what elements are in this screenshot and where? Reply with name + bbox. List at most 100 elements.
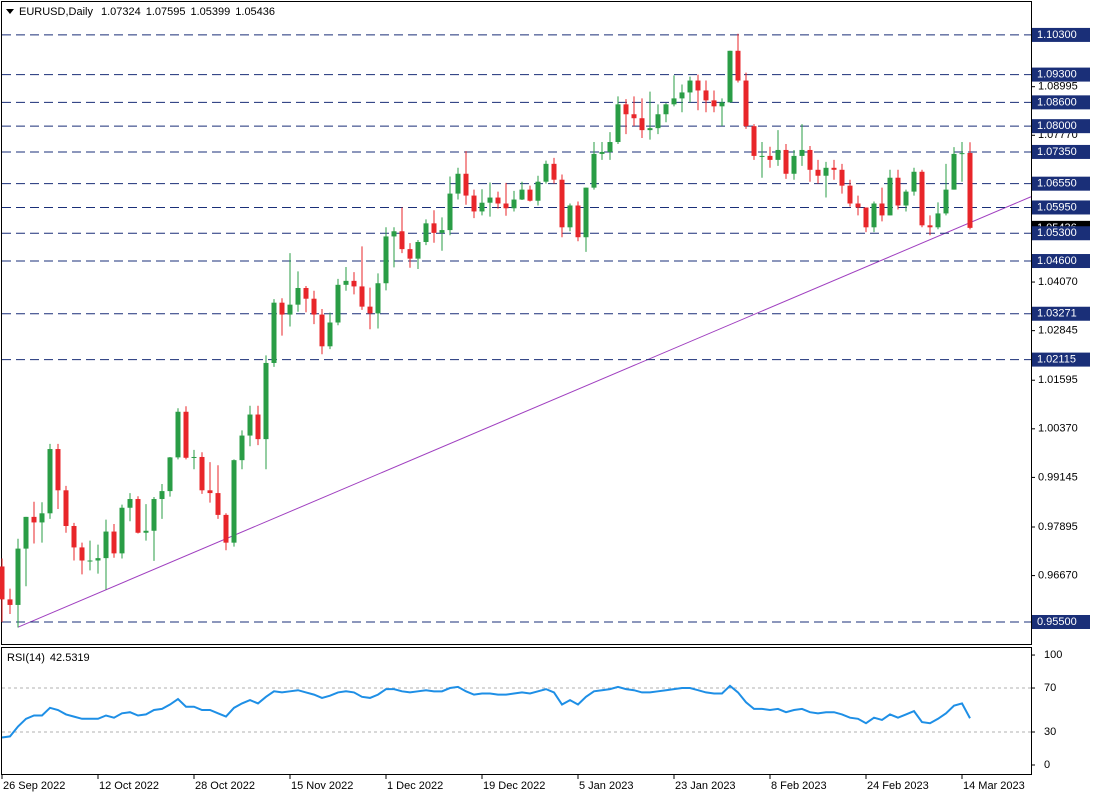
candle-body bbox=[911, 171, 917, 192]
candle-body bbox=[215, 493, 221, 515]
candle-body bbox=[535, 181, 541, 201]
level-label: 1.08600 bbox=[1037, 96, 1077, 108]
candle-body bbox=[119, 507, 125, 554]
candle-body bbox=[55, 449, 61, 491]
candle-body bbox=[519, 189, 525, 200]
candle-body bbox=[767, 155, 773, 160]
rsi-pane bbox=[1, 647, 1032, 775]
candle-body bbox=[447, 193, 453, 231]
candle-body bbox=[151, 499, 157, 531]
candle-body bbox=[807, 149, 813, 170]
candle-body bbox=[503, 203, 509, 209]
y-tick-label: 1.00370 bbox=[1038, 423, 1078, 435]
y-tick-label: 100 bbox=[1044, 649, 1062, 661]
last-close: 1.05436 bbox=[235, 6, 275, 18]
rsi-title: RSI(14) bbox=[7, 652, 45, 664]
candle-body bbox=[751, 126, 757, 156]
candle-body bbox=[327, 322, 333, 347]
x-tick-label: 14 Mar 2023 bbox=[963, 780, 1025, 792]
last-low: 1.05399 bbox=[191, 6, 231, 18]
y-tick-label: 0.99145 bbox=[1038, 471, 1078, 483]
candle-body bbox=[279, 302, 285, 315]
candle-body bbox=[7, 599, 13, 605]
candle-body bbox=[175, 411, 181, 458]
candle-body bbox=[583, 187, 589, 238]
candle-body bbox=[247, 414, 253, 436]
candle-body bbox=[567, 205, 573, 228]
candle-body bbox=[415, 241, 421, 259]
candle-body bbox=[487, 197, 493, 203]
candle-body bbox=[575, 205, 581, 238]
candle-body bbox=[23, 516, 29, 549]
candle-body bbox=[111, 531, 117, 554]
candle-body bbox=[655, 114, 661, 129]
candle-body bbox=[647, 128, 653, 131]
candle-body bbox=[311, 298, 317, 315]
y-tick-label: 0.97895 bbox=[1038, 521, 1078, 533]
candle-body bbox=[543, 163, 549, 182]
candle-body bbox=[871, 203, 877, 228]
candle-body bbox=[839, 169, 845, 186]
candle-body bbox=[79, 547, 85, 561]
level-label-box bbox=[1032, 200, 1090, 215]
y-tick-label: 0 bbox=[1044, 759, 1050, 771]
candle-body bbox=[847, 185, 853, 204]
candle-body bbox=[159, 491, 165, 500]
y-tick-label: 1.08995 bbox=[1038, 81, 1078, 93]
candle-body bbox=[935, 213, 941, 228]
candle-body bbox=[191, 456, 197, 458]
candle-body bbox=[887, 177, 893, 216]
candle-body bbox=[727, 50, 733, 103]
level-label: 1.10300 bbox=[1037, 29, 1077, 41]
candle-body bbox=[919, 171, 925, 226]
candle-body bbox=[287, 304, 293, 315]
candle-body bbox=[551, 163, 557, 180]
candle-body bbox=[103, 531, 109, 559]
candle-body bbox=[135, 499, 141, 533]
level-label-box bbox=[1032, 27, 1090, 42]
candle-body bbox=[895, 177, 901, 206]
level-label: 1.03271 bbox=[1037, 308, 1077, 320]
candle-body bbox=[687, 80, 693, 93]
level-label-box bbox=[1032, 176, 1090, 191]
x-tick-label: 26 Sep 2022 bbox=[3, 780, 65, 792]
candle-body bbox=[183, 411, 189, 458]
candle-body bbox=[319, 314, 325, 347]
candle-body bbox=[343, 280, 349, 285]
candle-body bbox=[127, 499, 133, 508]
candle-body bbox=[703, 90, 709, 101]
candle-body bbox=[879, 203, 885, 216]
candle-body bbox=[15, 548, 21, 605]
candle-body bbox=[495, 197, 501, 204]
y-tick-label: 30 bbox=[1044, 726, 1056, 738]
candle-body bbox=[463, 173, 469, 196]
level-label-box bbox=[1032, 352, 1090, 367]
candle-body bbox=[511, 199, 517, 209]
candle-body bbox=[671, 98, 677, 105]
candle-body bbox=[0, 566, 5, 600]
candle-body bbox=[695, 80, 701, 91]
candle-body bbox=[391, 231, 397, 237]
candle-body bbox=[47, 449, 53, 514]
x-tick-label: 12 Oct 2022 bbox=[99, 780, 159, 792]
candle-body bbox=[479, 202, 485, 212]
level-label-box bbox=[1032, 67, 1090, 82]
candle-body bbox=[559, 179, 565, 228]
candle-body bbox=[87, 560, 93, 562]
candle-body bbox=[959, 153, 965, 155]
candle-body bbox=[943, 189, 949, 214]
candle-body bbox=[951, 153, 957, 190]
rsi-line bbox=[1, 684, 971, 739]
level-label-box bbox=[1032, 254, 1090, 269]
candle-body bbox=[367, 306, 373, 314]
candle-body bbox=[71, 525, 77, 548]
candle-body bbox=[623, 104, 629, 115]
candle-body bbox=[335, 284, 341, 323]
candle-body bbox=[783, 149, 789, 174]
candle-body bbox=[471, 195, 477, 212]
level-label-box bbox=[1032, 95, 1090, 110]
candle-body bbox=[63, 490, 69, 526]
candle-body bbox=[223, 514, 229, 543]
level-label: 1.05300 bbox=[1037, 227, 1077, 239]
